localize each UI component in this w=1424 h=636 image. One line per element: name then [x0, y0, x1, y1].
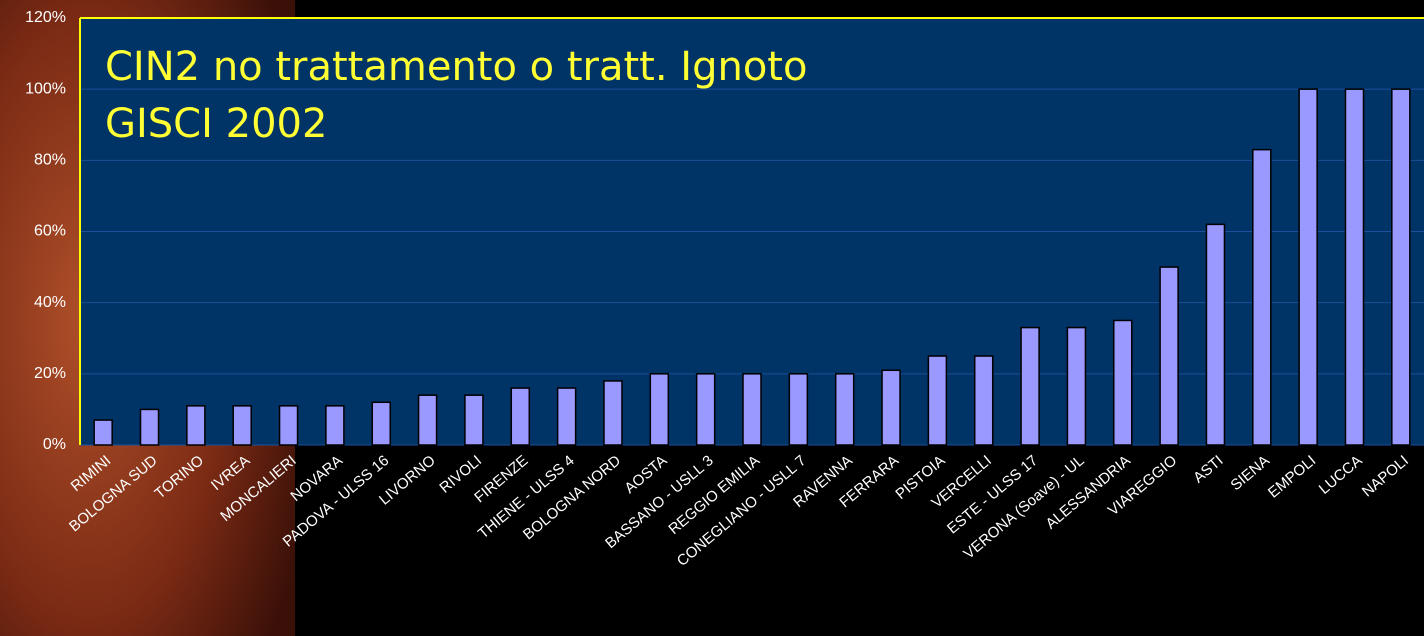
y-tick-label: 40%: [34, 294, 66, 311]
bar: [695, 373, 716, 446]
bar: [649, 373, 670, 446]
x-tick-label: NAPOLI: [1359, 452, 1412, 500]
bar: [973, 355, 994, 446]
bar: [834, 373, 855, 446]
bar: [1205, 223, 1226, 446]
bar: [556, 387, 577, 446]
x-tick-label: EMPOLI: [1265, 452, 1319, 501]
bar: [139, 408, 160, 446]
y-tick-label: 100%: [25, 80, 66, 97]
bar: [788, 373, 809, 446]
bar: [1298, 88, 1318, 446]
bar: [1159, 266, 1179, 446]
bar: [464, 394, 484, 446]
y-tick-label: 20%: [34, 365, 66, 382]
bar: [1391, 88, 1411, 446]
bar: [742, 373, 762, 446]
bar: [1066, 326, 1087, 446]
y-tick-label: 120%: [25, 9, 66, 26]
bar: [881, 369, 901, 446]
y-tick-label: 80%: [34, 152, 66, 169]
y-tick-label: 0%: [43, 436, 66, 453]
bar: [186, 405, 206, 446]
x-tick-label: ASTI: [1190, 452, 1226, 486]
bar: [417, 394, 438, 446]
chart-subtitle: GISCI 2002: [105, 101, 327, 147]
bar: [232, 405, 252, 446]
bar: [371, 401, 391, 446]
y-tick-label: 60%: [34, 223, 66, 240]
bar: [325, 405, 345, 446]
bar: [1252, 148, 1272, 446]
bar: [1344, 88, 1365, 446]
bar: [1020, 326, 1040, 446]
bar: [278, 405, 299, 446]
bar: [927, 355, 948, 446]
bar: [510, 387, 531, 446]
bar: [93, 419, 113, 446]
chart-title: CIN2 no trattamento o tratt. Ignoto: [105, 44, 807, 90]
x-tick-label: LUCCA: [1316, 452, 1366, 498]
bar: [603, 380, 623, 446]
bar: [1113, 319, 1133, 446]
